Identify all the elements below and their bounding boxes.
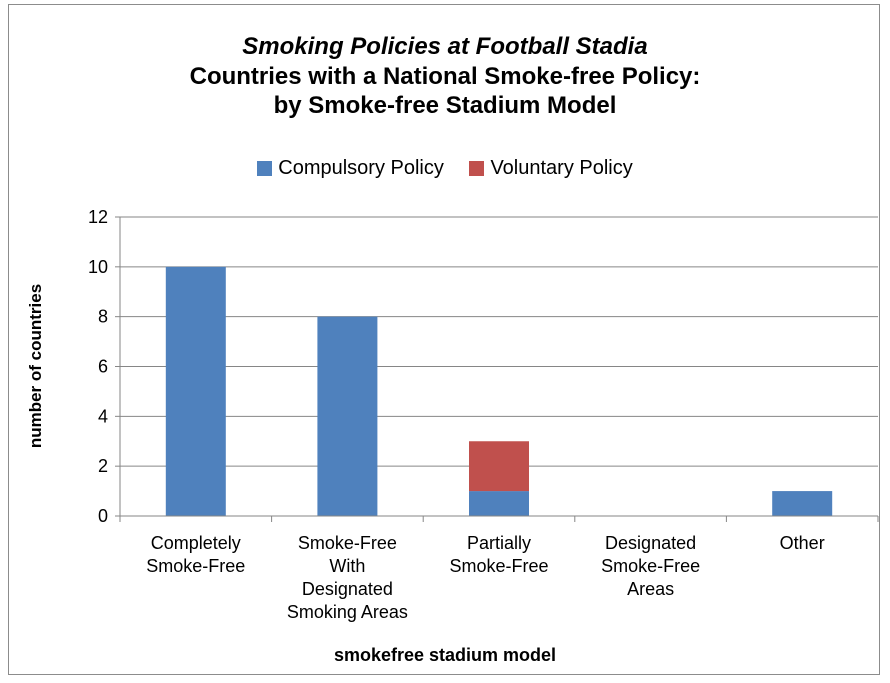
chart-frame bbox=[8, 4, 880, 675]
x-axis-label: smokefree stadium model bbox=[333, 645, 557, 665]
y-tick-label: 10 bbox=[88, 257, 108, 277]
x-tick-label: Other bbox=[780, 533, 825, 553]
legend-item-voluntary: Voluntary Policy bbox=[469, 157, 633, 180]
y-tick-label: 12 bbox=[88, 207, 108, 227]
legend-item-compulsory: Compulsory Policy bbox=[257, 157, 444, 180]
x-tick-label: Designated Smoke-Free Areas bbox=[601, 533, 700, 599]
y-tick-label: 6 bbox=[98, 357, 108, 377]
bar-compulsory bbox=[165, 266, 226, 516]
y-tick-label: 4 bbox=[98, 406, 108, 426]
y-tick-label: 2 bbox=[98, 456, 108, 476]
bar-compulsory bbox=[772, 491, 833, 516]
x-tick-label: Partially Smoke-Free bbox=[449, 533, 548, 576]
bar-compulsory bbox=[469, 491, 529, 516]
x-tick-label: Smoke-Free With Designated Smoking Areas bbox=[287, 533, 408, 622]
legend-label-voluntary: Voluntary Policy bbox=[490, 157, 633, 179]
legend-label-compulsory: Compulsory Policy bbox=[278, 157, 444, 179]
chart-subtitle-2: by Smoke-free Stadium Model bbox=[273, 92, 617, 119]
x-tick-label: Completely Smoke-Free bbox=[146, 533, 245, 576]
legend-swatch-compulsory bbox=[257, 161, 273, 176]
legend: Compulsory Policy Voluntary Policy bbox=[0, 157, 890, 182]
chart-subtitle: Countries with a National Smoke-free Pol… bbox=[189, 63, 701, 90]
chart-title: Smoking Policies at Football Stadia bbox=[242, 33, 648, 60]
y-tick-label: 0 bbox=[98, 506, 108, 526]
legend-swatch-voluntary bbox=[469, 161, 485, 176]
y-axis-label: number of countries bbox=[26, 283, 45, 449]
y-tick-label: 8 bbox=[98, 307, 108, 327]
bar-voluntary bbox=[469, 441, 529, 492]
bar-compulsory bbox=[317, 316, 378, 516]
